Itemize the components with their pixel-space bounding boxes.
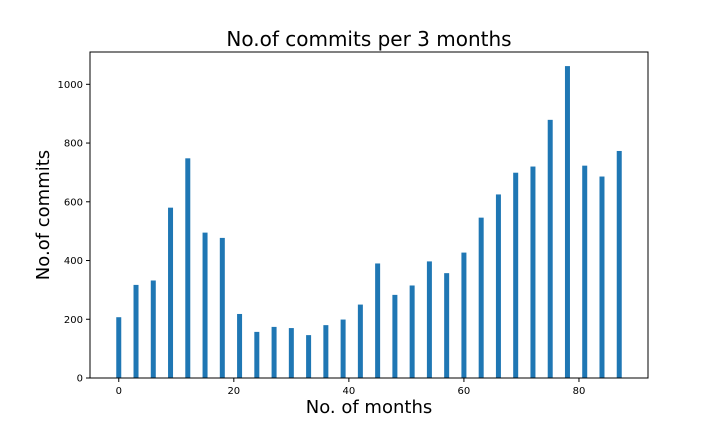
x-axis-label: No. of months bbox=[306, 397, 432, 418]
bar-21 bbox=[237, 313, 243, 378]
chart-title: No.of commits per 3 months bbox=[226, 27, 511, 51]
bar-42 bbox=[357, 304, 363, 378]
bar-81 bbox=[582, 165, 588, 378]
bar-3 bbox=[133, 284, 139, 378]
bar-57 bbox=[444, 273, 450, 378]
bar-66 bbox=[495, 194, 501, 378]
y-axis-label: No.of commits bbox=[33, 150, 54, 280]
bar-0 bbox=[116, 317, 122, 378]
bar-12 bbox=[185, 158, 191, 378]
bar-6 bbox=[150, 280, 156, 378]
bar-30 bbox=[288, 328, 294, 378]
y-tick-label-0: 0 bbox=[77, 374, 83, 385]
bar-63 bbox=[478, 217, 484, 378]
bar-75 bbox=[547, 119, 553, 378]
bar-60 bbox=[461, 252, 467, 378]
bar-27 bbox=[271, 326, 277, 378]
bar-48 bbox=[392, 294, 398, 378]
bar-15 bbox=[202, 232, 208, 378]
bar-69 bbox=[513, 172, 519, 378]
bar-87 bbox=[616, 150, 622, 378]
y-axis-ticks: 0 200 400 600 800 1000 bbox=[58, 80, 90, 385]
bar-9 bbox=[168, 207, 174, 378]
bar-51 bbox=[409, 285, 415, 378]
y-tick-label-1000: 1000 bbox=[58, 80, 83, 91]
bar-45 bbox=[375, 263, 381, 378]
y-tick-label-600: 600 bbox=[64, 197, 83, 208]
x-tick-label-60: 60 bbox=[458, 386, 471, 397]
bar-72 bbox=[530, 166, 536, 378]
bar-54 bbox=[426, 261, 432, 378]
y-tick-label-200: 200 bbox=[64, 315, 83, 326]
bar-78 bbox=[564, 66, 570, 378]
x-axis-ticks: 0 20 40 60 80 bbox=[116, 378, 586, 397]
x-tick-label-0: 0 bbox=[116, 386, 122, 397]
y-tick-label-800: 800 bbox=[64, 139, 83, 150]
plot-frame bbox=[89, 51, 649, 379]
x-tick-label-20: 20 bbox=[227, 386, 240, 397]
bar-84 bbox=[599, 176, 605, 378]
bar-18 bbox=[219, 237, 225, 378]
x-tick-label-40: 40 bbox=[342, 386, 355, 397]
x-tick-label-80: 80 bbox=[573, 386, 586, 397]
bar-36 bbox=[323, 325, 329, 378]
bar-24 bbox=[254, 331, 260, 378]
bar-33 bbox=[306, 335, 312, 378]
bar-39 bbox=[340, 319, 346, 378]
bars-group bbox=[116, 66, 622, 378]
y-tick-label-400: 400 bbox=[64, 256, 83, 267]
